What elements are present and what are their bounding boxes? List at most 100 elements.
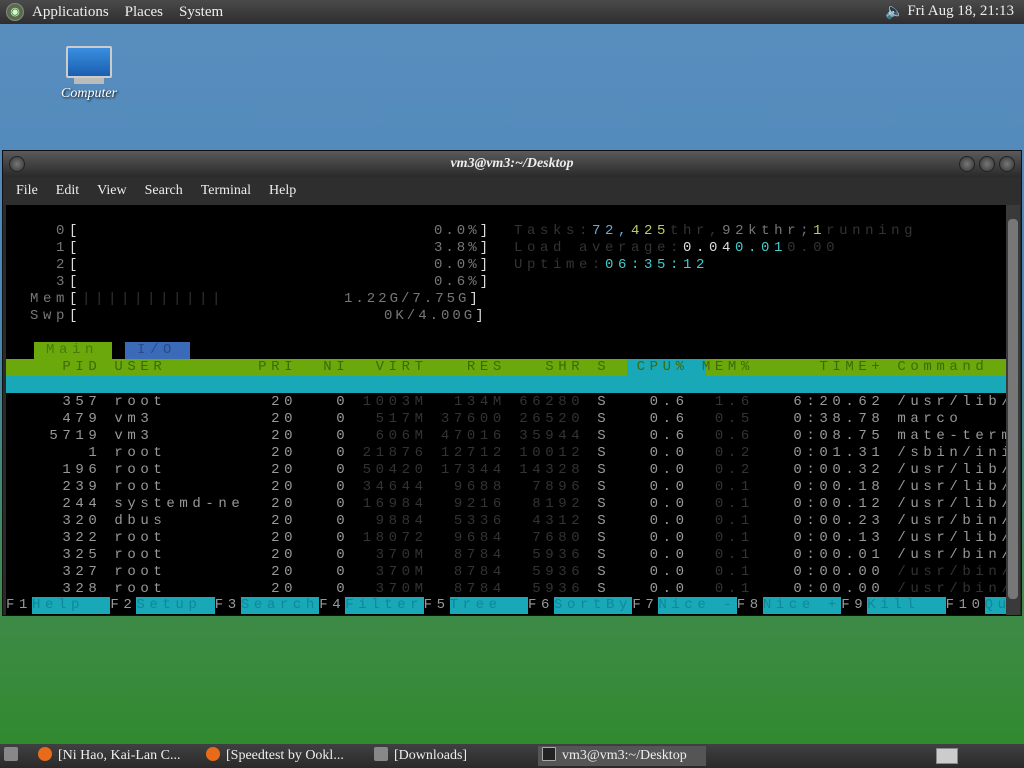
cell: /usr/bin/l: [897, 564, 1007, 580]
cell: dbus: [114, 513, 167, 529]
system-menu[interactable]: System: [178, 3, 224, 20]
text: Uptime:: [514, 257, 606, 273]
column-header[interactable]: PID USER PRI NI VIRT RES SHR S CPU% MEM% TIME+ Comm…: [6, 359, 1007, 376]
cell: 1.6: [714, 394, 754, 410]
terminal-area[interactable]: 0[0.0%] 1[3.8%] 2[0.0%] 3[0.6%] Mem[||||||||…: [6, 205, 1007, 615]
cell: S: [597, 496, 611, 512]
fkey-number: F7: [632, 597, 659, 613]
volume-icon[interactable]: 🔈: [885, 4, 904, 20]
mem-meter: Mem[|||||||||||: [30, 291, 225, 308]
places-menu[interactable]: Places: [124, 3, 163, 20]
workspace-switcher[interactable]: [936, 748, 958, 764]
cell: 0: [336, 530, 350, 546]
tab-main[interactable]: Main: [34, 342, 112, 359]
fkey-search[interactable]: F3Search: [215, 597, 320, 614]
fkey-number: F5: [423, 597, 450, 613]
clock[interactable]: Fri Aug 18, 21:13: [907, 3, 1014, 19]
cell: 0.2: [714, 462, 754, 478]
fkey-nice[interactable]: F8Nice +: [737, 597, 842, 614]
cell: root: [114, 445, 167, 461]
text: ]: [479, 274, 492, 290]
menu-terminal[interactable]: Terminal: [200, 183, 252, 198]
menu-file[interactable]: File: [16, 183, 38, 198]
cell: 0:00.12: [793, 496, 885, 512]
cell: 10012: [519, 445, 585, 461]
bottom-panel: [Ni Hao, Kai-Lan C... [Speedtest by Ookl…: [0, 744, 1024, 768]
scrollbar[interactable]: [1006, 205, 1020, 615]
fkey-nice[interactable]: F7Nice -: [632, 597, 737, 614]
fkey-quit[interactable]: F10Quit: [946, 597, 1007, 614]
fkey-help[interactable]: F1Help: [6, 597, 111, 614]
process-row[interactable]: 325 root 20 0 370M 8784 5936 S 0.0 0.1 0:00.01/usr…: [6, 547, 1007, 564]
fkey-number: F10: [945, 597, 985, 613]
cell: 20: [271, 496, 298, 512]
cell: 8784: [453, 547, 506, 563]
process-row[interactable]: 244 systemd-ne 20 0 16984 9216 8192 S 0.0 0.1 0:00…: [6, 496, 1007, 513]
minimize-button[interactable]: [959, 156, 975, 172]
maximize-button[interactable]: [979, 156, 995, 172]
show-desktop-button[interactable]: [4, 746, 22, 766]
cell: 16984: [362, 496, 428, 512]
process-row[interactable]: 479 vm3 20 0 517M 37600 26520 S 0.6 0.5 0:38.78 mar…: [6, 411, 1007, 428]
cell: 17344: [440, 462, 506, 478]
title-bar[interactable]: vm3@vm3:~/Desktop: [3, 151, 1021, 177]
process-row[interactable]: 322 root 20 0 18072 9684 7680 S 0.0 0.1 0:00.13/us…: [6, 530, 1007, 547]
swp-label: Swp: [30, 308, 70, 324]
monitor-stand: [74, 78, 104, 84]
cell: 0: [336, 428, 350, 444]
cell: root: [114, 462, 167, 478]
desktop-icon-computer[interactable]: Computer: [56, 46, 122, 102]
cell: 517M: [375, 411, 428, 427]
cell: 0.1: [714, 513, 754, 529]
fkey-sortby[interactable]: F6SortBy: [528, 597, 633, 614]
mate-logo-icon[interactable]: ◉: [6, 3, 24, 21]
tab-io[interactable]: I/O: [125, 342, 190, 359]
menu-search[interactable]: Search: [144, 183, 183, 198]
process-row[interactable]: 357 root 20 0 1003M 134M 66280 S 0.6 1.6 6:20.62/u…: [6, 394, 1007, 411]
process-row[interactable]: 1 root 20 0 21876 12712 10012 S 0.0 0.2 0:01.31/sb…: [6, 445, 1007, 462]
fkey-tree[interactable]: F5Tree: [424, 597, 528, 614]
text: ]: [479, 257, 492, 273]
cell: S: [597, 428, 611, 444]
cell: 9684: [453, 530, 506, 546]
process-row[interactable]: 5719 vm3 20 0 606M 47016 35944 S 0.6 0.6 0:08.75 ma…: [6, 428, 1007, 445]
cpu-percent: 0.0%: [434, 257, 480, 273]
cell: 0.0: [649, 547, 689, 563]
cell: 20: [271, 428, 298, 444]
process-row[interactable]: 320 dbus 20 0 9884 5336 4312 S 0.0 0.1 0:00.23/usr…: [6, 513, 1007, 530]
taskbar-item-active[interactable]: vm3@vm3:~/Desktop: [538, 746, 706, 766]
cell: 0.1: [714, 496, 754, 512]
fkey-setup[interactable]: F2Setup: [110, 597, 215, 614]
swp-value: 0K/4.00G]: [384, 308, 487, 325]
menu-view[interactable]: View: [97, 183, 127, 198]
fkey-filter[interactable]: F4Filter: [319, 597, 424, 614]
fkey-kill[interactable]: F9Kill: [841, 597, 946, 614]
menu-help[interactable]: Help: [269, 183, 297, 198]
cpu-percent: 0.6%]: [434, 274, 491, 291]
window-menu-button[interactable]: [9, 156, 25, 172]
process-row[interactable]: 196 root 20 0 50420 17344 14328 S 0.0 0.2 0:00.32 /…: [6, 462, 1007, 479]
menu-edit[interactable]: Edit: [55, 183, 80, 198]
cell: 370M: [375, 581, 428, 597]
process-row[interactable]: 239 root 20 0 34644 9688 7896 S 0.0 0.1 0:00.18/us…: [6, 479, 1007, 496]
close-button[interactable]: [999, 156, 1015, 172]
cell: 18072: [362, 530, 428, 546]
cell: 8192: [532, 496, 585, 512]
selected-row-bar[interactable]: [6, 376, 1007, 393]
scrollbar-thumb[interactable]: [1008, 219, 1018, 599]
cell: S: [597, 547, 611, 563]
cell: vm3: [114, 411, 154, 427]
taskbar-item[interactable]: [Ni Hao, Kai-Lan C...: [38, 746, 198, 766]
process-row[interactable]: 328 root 20 0 370M 8784 5936 S 0.0 0.1 0:00.00/usr…: [6, 581, 1007, 598]
cell: 20: [271, 479, 298, 495]
taskbar-item[interactable]: [Downloads]: [374, 746, 534, 766]
cell: 0.5: [714, 411, 754, 427]
cell: S: [597, 530, 611, 546]
cell: /usr/lib/s: [897, 496, 1007, 512]
cpu-label: 1: [56, 240, 70, 256]
text: Tasks:: [514, 223, 593, 239]
taskbar-item[interactable]: [Speedtest by Ookl...: [206, 746, 366, 766]
text: thr,: [670, 223, 723, 239]
applications-menu[interactable]: Applications: [32, 3, 109, 20]
process-row[interactable]: 327 root 20 0 370M 8784 5936 S 0.0 0.1 0:00.00/usr…: [6, 564, 1007, 581]
